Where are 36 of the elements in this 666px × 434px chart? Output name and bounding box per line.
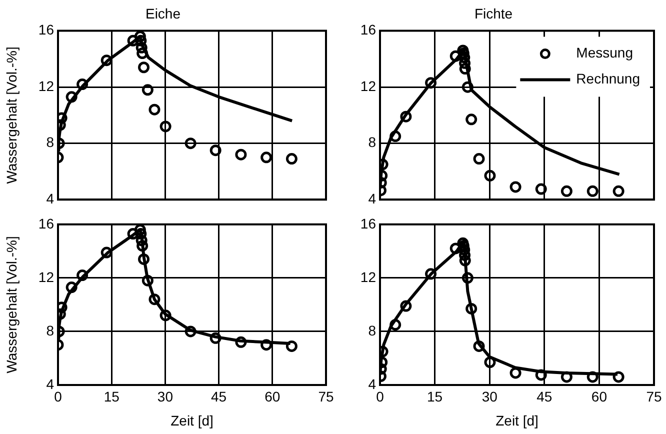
- x-tick-label: 45: [211, 388, 227, 404]
- y-tick-label: 16: [38, 22, 54, 38]
- x-tick-label: 45: [536, 388, 552, 404]
- x-axis-title: Zeit [d]: [496, 412, 538, 428]
- x-tick-label: 15: [104, 388, 120, 404]
- y-tick-label: 8: [46, 134, 54, 150]
- y-tick-label: 8: [46, 322, 54, 338]
- legend-label: Rechnung: [576, 70, 640, 87]
- y-tick-label: 16: [360, 22, 376, 38]
- chart-title: Fichte: [474, 5, 513, 22]
- legend-label: Messung: [576, 44, 633, 61]
- x-tick-label: 60: [591, 388, 608, 404]
- y-tick-label: 4: [46, 376, 54, 392]
- y-tick-label: 16: [360, 215, 376, 232]
- x-tick-label: 0: [376, 388, 384, 404]
- y-tick-label: 4: [368, 190, 376, 206]
- y-tick-label: 12: [360, 268, 376, 285]
- y-tick-label: 4: [46, 190, 54, 206]
- x-tick-label: 15: [427, 388, 443, 404]
- y-tick-label: 8: [368, 322, 376, 338]
- x-tick-label: 75: [646, 388, 662, 404]
- y-tick-label: 8: [368, 134, 376, 150]
- x-tick-label: 60: [264, 388, 280, 404]
- y-tick-label: 12: [360, 78, 376, 94]
- x-tick-label: 0: [54, 388, 62, 404]
- chart-title: Eiche: [145, 5, 181, 22]
- y-tick-label: 16: [38, 215, 54, 232]
- x-axis-title: Zeit [d]: [170, 412, 214, 428]
- x-tick-label: 75: [318, 388, 334, 404]
- y-tick-label: 12: [38, 78, 54, 94]
- y-axis-title: Wassergehalt [Vol.-%]: [3, 236, 20, 374]
- y-axis-title: Wassergehalt [Vol.-%]: [3, 46, 20, 184]
- y-tick-label: 12: [38, 268, 54, 285]
- x-tick-label: 30: [157, 388, 174, 404]
- y-tick-label: 4: [368, 376, 376, 392]
- x-tick-label: 30: [482, 388, 498, 404]
